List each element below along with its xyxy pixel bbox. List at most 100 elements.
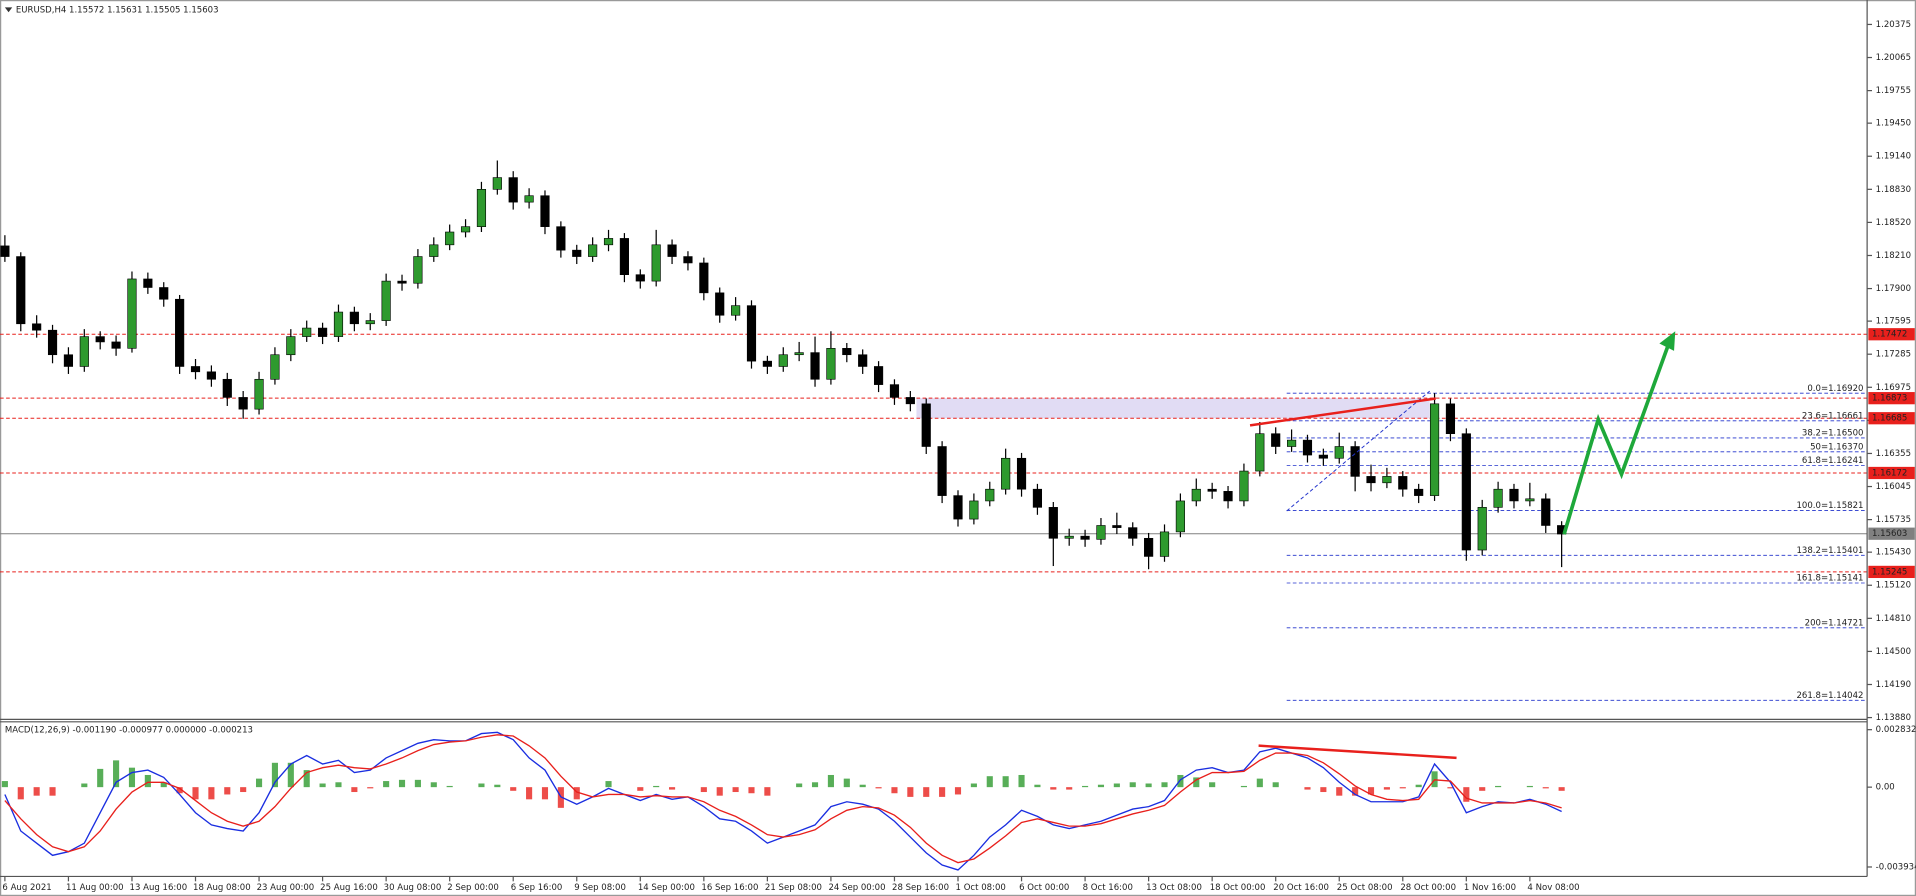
candle-body xyxy=(1429,403,1440,496)
y-tick-label: 1.14190 xyxy=(1876,680,1911,690)
macd-histogram-bar xyxy=(192,787,199,800)
level-tag-label: 1.16873 xyxy=(1872,394,1907,404)
y-tick-label: 1.16045 xyxy=(1876,482,1911,492)
macd-histogram-bar xyxy=(891,787,898,794)
y-tick-label: -0.003934 xyxy=(1876,862,1916,872)
level-tag xyxy=(1868,565,1915,579)
macd-histogram-bar xyxy=(97,768,104,788)
macd-header: MACD(12,26,9) -0.001190 -0.000977 0.0000… xyxy=(5,725,253,735)
macd-histogram-bar xyxy=(970,783,977,788)
macd-histogram-bar xyxy=(287,762,294,788)
macd-histogram-bar xyxy=(160,782,167,788)
fib-label: 23.6=1.16661 xyxy=(1802,411,1864,421)
macd-histogram-bar xyxy=(1415,784,1422,788)
candle-body xyxy=(1350,446,1360,477)
candle-body xyxy=(778,354,788,367)
fib-label: 200=1.14721 xyxy=(1805,618,1864,628)
y-tick-label: 1.15430 xyxy=(1876,548,1911,558)
macd-histogram-bar xyxy=(573,787,580,800)
macd-histogram-bar xyxy=(1018,774,1025,788)
x-tick-label: 4 Nov 08:00 xyxy=(1527,883,1579,893)
macd-histogram-bar xyxy=(1304,787,1311,790)
candle-body xyxy=(873,366,884,385)
macd-histogram-bar xyxy=(605,781,612,788)
candle-body xyxy=(143,278,153,288)
macd-histogram-bar xyxy=(1495,785,1502,788)
macd-histogram-bar xyxy=(796,783,803,788)
x-tick-label: 8 Oct 16:00 xyxy=(1083,883,1133,893)
x-tick-label: 28 Sep 16:00 xyxy=(892,883,949,893)
candle-body xyxy=(1366,476,1376,484)
macd-histogram-bar xyxy=(81,783,88,788)
candle-body xyxy=(572,249,582,257)
level-tag-label: 1.16172 xyxy=(1872,468,1907,478)
candle-body xyxy=(460,226,471,233)
candle-body xyxy=(1525,498,1535,502)
candle-body xyxy=(731,305,741,316)
y-tick-label: 1.19450 xyxy=(1876,119,1911,129)
macd-histogram-bar xyxy=(1320,787,1327,793)
candle-body xyxy=(79,336,89,367)
fib-label: 161.8=1.15141 xyxy=(1796,574,1863,584)
candle-body xyxy=(524,195,534,203)
macd-histogram-bar xyxy=(1002,776,1009,788)
x-tick-label: 30 Aug 08:00 xyxy=(384,883,442,893)
macd-histogram-bar xyxy=(637,787,644,791)
y-tick-label: 0.002832 xyxy=(1876,725,1916,735)
level-tag-label: 1.17472 xyxy=(1872,330,1907,340)
candle-body xyxy=(889,384,900,398)
y-tick-label: 1.20375 xyxy=(1876,20,1911,30)
candle-body xyxy=(159,287,169,300)
x-tick-label: 1 Oct 08:00 xyxy=(956,883,1006,893)
candle-body xyxy=(206,371,216,380)
x-tick-label: 11 Aug 00:00 xyxy=(66,883,124,893)
macd-histogram-bar xyxy=(446,785,453,788)
fib-label: 0.0=1.16920 xyxy=(1807,384,1863,394)
arrow-head xyxy=(1659,331,1676,351)
candle-body xyxy=(1016,457,1027,490)
macd-histogram-bar xyxy=(510,787,517,791)
macd-histogram-bar xyxy=(939,787,946,797)
x-tick-label: 6 Aug 2021 xyxy=(2,883,51,893)
macd-histogram-bar xyxy=(367,787,374,789)
macd-histogram-bar xyxy=(669,787,676,790)
macd-histogram-bar xyxy=(176,787,183,794)
candle-body xyxy=(1064,535,1074,539)
candle-body xyxy=(254,378,264,410)
macd-histogram-bar xyxy=(1209,782,1216,788)
macd-histogram-bar xyxy=(1256,778,1263,788)
candle-body xyxy=(1334,446,1344,459)
candle-body xyxy=(651,244,661,282)
candle-body xyxy=(1287,439,1297,447)
macd-histogram-bar xyxy=(1177,774,1184,788)
macd-histogram-bar xyxy=(1050,787,1057,790)
macd-histogram-bar xyxy=(700,787,707,793)
candle-body xyxy=(1207,488,1217,492)
candle-body xyxy=(667,244,677,257)
macd-histogram-bar xyxy=(732,787,739,793)
macd-histogram-bar xyxy=(224,787,231,795)
candle-body xyxy=(1255,433,1265,472)
candle-body xyxy=(349,311,359,325)
level-tag-label: 1.16685 xyxy=(1872,414,1907,424)
candle-body xyxy=(826,348,836,380)
macd-histogram-bar xyxy=(1240,785,1247,788)
fib-label: 100.0=1.15821 xyxy=(1796,501,1863,511)
candle-body xyxy=(1271,433,1281,447)
candle-body xyxy=(445,231,455,246)
macd-histogram-bar xyxy=(335,782,342,788)
candle-body xyxy=(619,238,629,276)
macd-histogram-bar xyxy=(144,774,151,788)
macd-histogram-bar xyxy=(49,787,56,796)
macd-line xyxy=(4,734,1562,864)
candle-body xyxy=(858,354,868,367)
supply-zone xyxy=(916,398,1430,419)
candle-body xyxy=(381,280,391,321)
macd-histogram-bar xyxy=(1082,785,1089,788)
macd-histogram-bar xyxy=(1463,787,1470,802)
candle-body xyxy=(190,366,201,373)
candle-body xyxy=(1128,527,1138,539)
macd-histogram-bar xyxy=(875,787,882,789)
candle-body xyxy=(1001,457,1011,490)
candle-body xyxy=(1191,488,1201,502)
